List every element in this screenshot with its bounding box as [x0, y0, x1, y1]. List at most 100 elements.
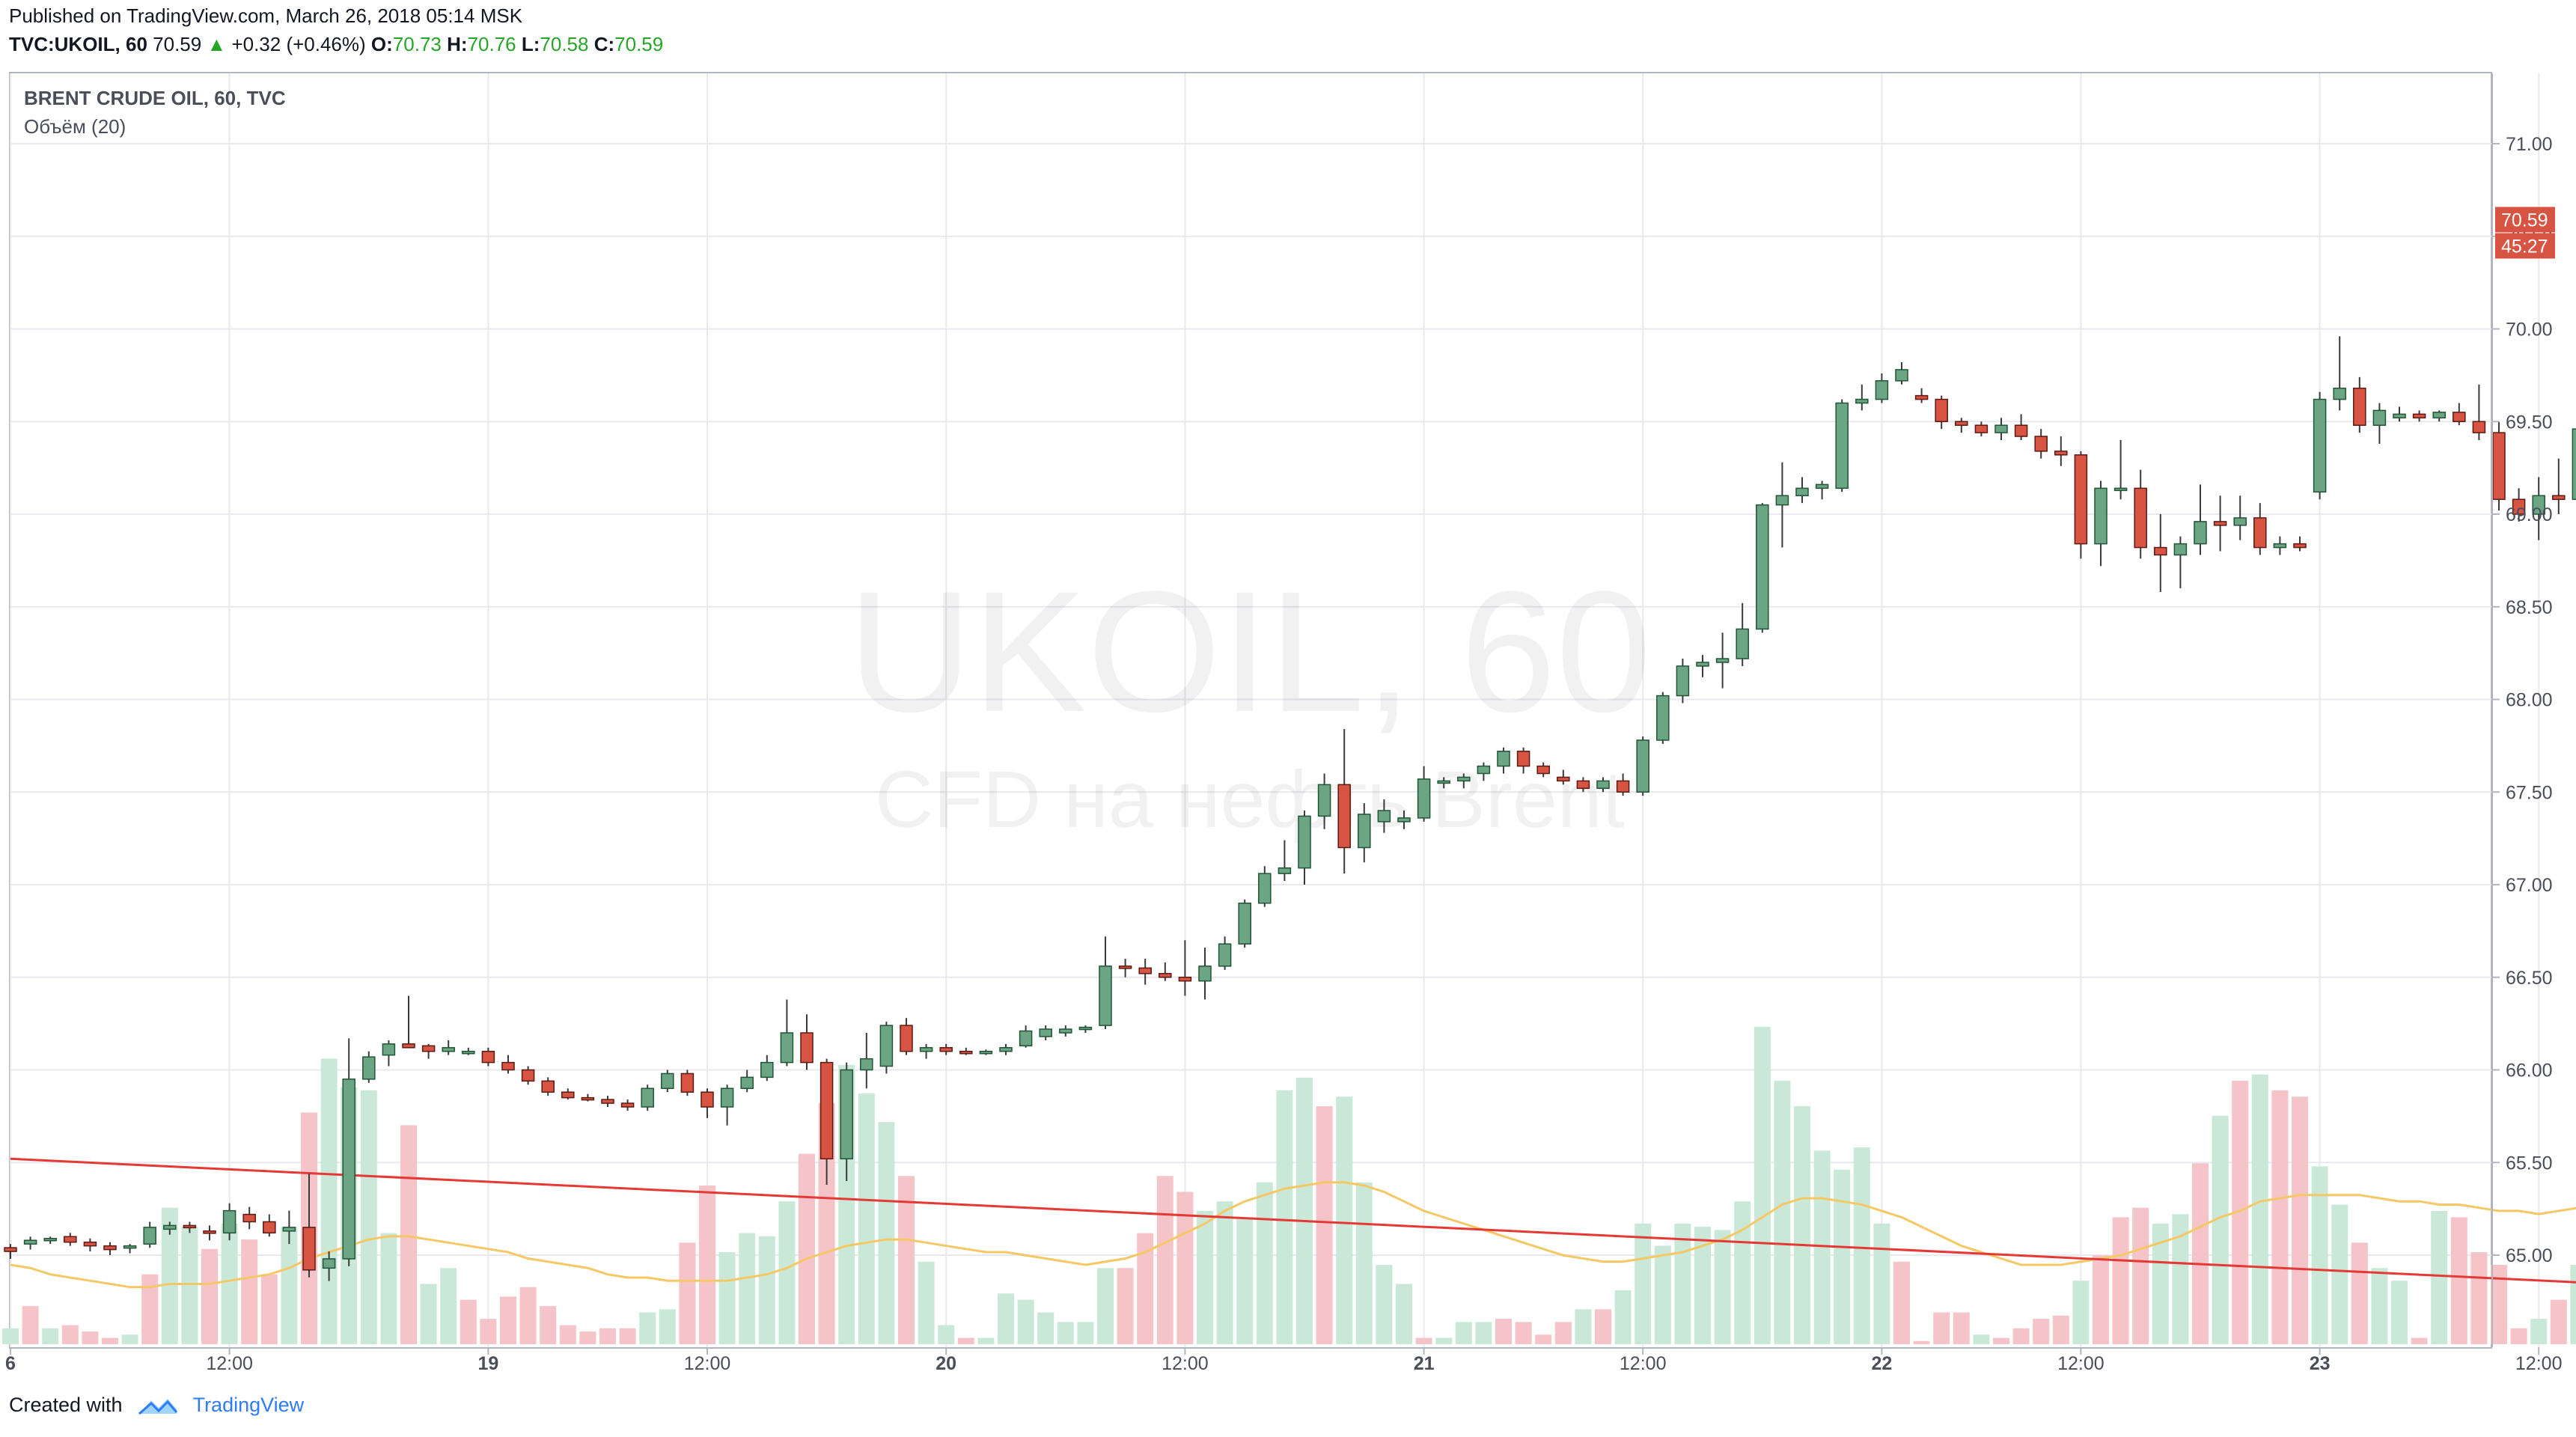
volume-bar: [1376, 1265, 1393, 1344]
volume-bar: [2033, 1319, 2050, 1344]
ohlc-header: TVC:UKOIL, 60 70.59 ▲ +0.32 (+0.46%) O:7…: [9, 33, 663, 56]
volume-bar: [1933, 1312, 1950, 1344]
candle-body: [620, 1102, 635, 1108]
candle: [2154, 514, 2167, 592]
volume-bar: [1197, 1210, 1213, 1344]
candle-body: [143, 1227, 156, 1245]
volume-bar: [1813, 1150, 1831, 1344]
candle: [4, 1244, 17, 1259]
candle: [43, 1236, 57, 1245]
x-tick-label: 19: [477, 1353, 498, 1374]
volume-bar: [241, 1239, 258, 1344]
up-arrow-icon: ▲: [207, 33, 227, 55]
candle: [2453, 403, 2466, 426]
symbol-label: TVC:UKOIL, 60: [9, 33, 147, 55]
created-with-text: Created with: [9, 1394, 123, 1416]
candle-body: [900, 1025, 913, 1052]
x-tick-label: 6: [5, 1353, 16, 1374]
candle-body: [1337, 784, 1351, 849]
candle: [2273, 536, 2287, 555]
volume-bar: [2391, 1281, 2408, 1344]
candle-body: [2372, 409, 2387, 426]
candle: [64, 1233, 77, 1246]
candle: [939, 1043, 953, 1055]
candle-body: [720, 1087, 734, 1108]
volume-bar: [519, 1287, 537, 1344]
x-tick-label: 20: [936, 1353, 956, 1374]
candle: [999, 1043, 1013, 1055]
volume-bar: [1236, 1217, 1254, 1344]
volume-bar: [619, 1328, 636, 1344]
candle: [1437, 777, 1450, 789]
tradingview-logo-icon[interactable]: [136, 1394, 180, 1417]
volume-bar: [2470, 1252, 2488, 1344]
candle-body: [521, 1069, 535, 1082]
volume-bar: [799, 1153, 815, 1344]
volume-bar: [1893, 1261, 1910, 1344]
candle-body: [740, 1076, 754, 1090]
x-tick-label: 23: [2310, 1353, 2331, 1374]
candle: [462, 1047, 475, 1055]
candle: [501, 1055, 515, 1074]
volume-bar: [141, 1274, 159, 1344]
candle-body: [163, 1224, 177, 1230]
volume-bar: [2450, 1217, 2467, 1344]
countdown-label: 45:27: [2501, 236, 2548, 257]
volume-bar: [2072, 1281, 2090, 1344]
candle: [620, 1099, 635, 1111]
candle-body: [322, 1258, 336, 1269]
candle-body: [2273, 543, 2287, 549]
candle-body: [203, 1230, 216, 1234]
volume-bar: [2251, 1074, 2268, 1344]
candle: [1377, 799, 1391, 833]
candle: [1756, 503, 1769, 633]
candle: [2094, 480, 2108, 567]
candle: [2552, 458, 2566, 514]
tradingview-link[interactable]: TradingView: [192, 1394, 305, 1416]
candle: [541, 1077, 555, 1096]
volume-bar: [1495, 1319, 1512, 1344]
volume-bar: [161, 1207, 178, 1344]
candle-body: [1557, 776, 1570, 782]
candle-body: [2113, 487, 2128, 492]
candle-body: [342, 1078, 355, 1260]
legend: BRENT CRUDE OIL, 60, TVC Объём (20): [24, 87, 286, 138]
x-tick-label: 12:00: [1162, 1353, 1209, 1374]
volume-bar: [281, 1227, 298, 1344]
volume-ma: [10, 1181, 2576, 1289]
candle: [900, 1018, 913, 1055]
y-tick-label: 68.50: [2506, 597, 2553, 618]
candle-body: [2074, 454, 2088, 545]
candle: [442, 1040, 455, 1055]
candle-body: [601, 1099, 614, 1104]
volume-bar: [1077, 1322, 1094, 1344]
volume-bar: [679, 1242, 696, 1344]
volume-bar: [1635, 1223, 1652, 1344]
candle-body: [1536, 765, 1550, 775]
volume-bar: [1037, 1312, 1054, 1344]
candle: [521, 1066, 535, 1085]
volume-bar: [1595, 1309, 1611, 1344]
candle: [1676, 659, 1690, 704]
high-value: 70.76: [467, 33, 516, 55]
close-label: C:: [593, 33, 615, 55]
watermark-description: CFD на нефть Brent: [875, 754, 1625, 844]
candle-body: [2213, 521, 2227, 526]
x-tick-label: 12:00: [1620, 1353, 1667, 1374]
candle-body: [2253, 517, 2267, 549]
candle-body: [800, 1032, 814, 1064]
y-tick-label: 66.50: [2506, 968, 2553, 989]
candle: [1775, 462, 1789, 548]
candle-body: [2293, 543, 2307, 549]
candle: [23, 1236, 37, 1250]
volume-bar: [2510, 1328, 2527, 1344]
candle: [2213, 495, 2227, 552]
candle-body: [1516, 751, 1530, 767]
volume-bar: [480, 1319, 497, 1344]
candle: [701, 1088, 714, 1118]
candle-body: [999, 1047, 1013, 1052]
candle-body: [680, 1073, 695, 1093]
candle: [1715, 632, 1730, 689]
candle-body: [1258, 873, 1272, 904]
